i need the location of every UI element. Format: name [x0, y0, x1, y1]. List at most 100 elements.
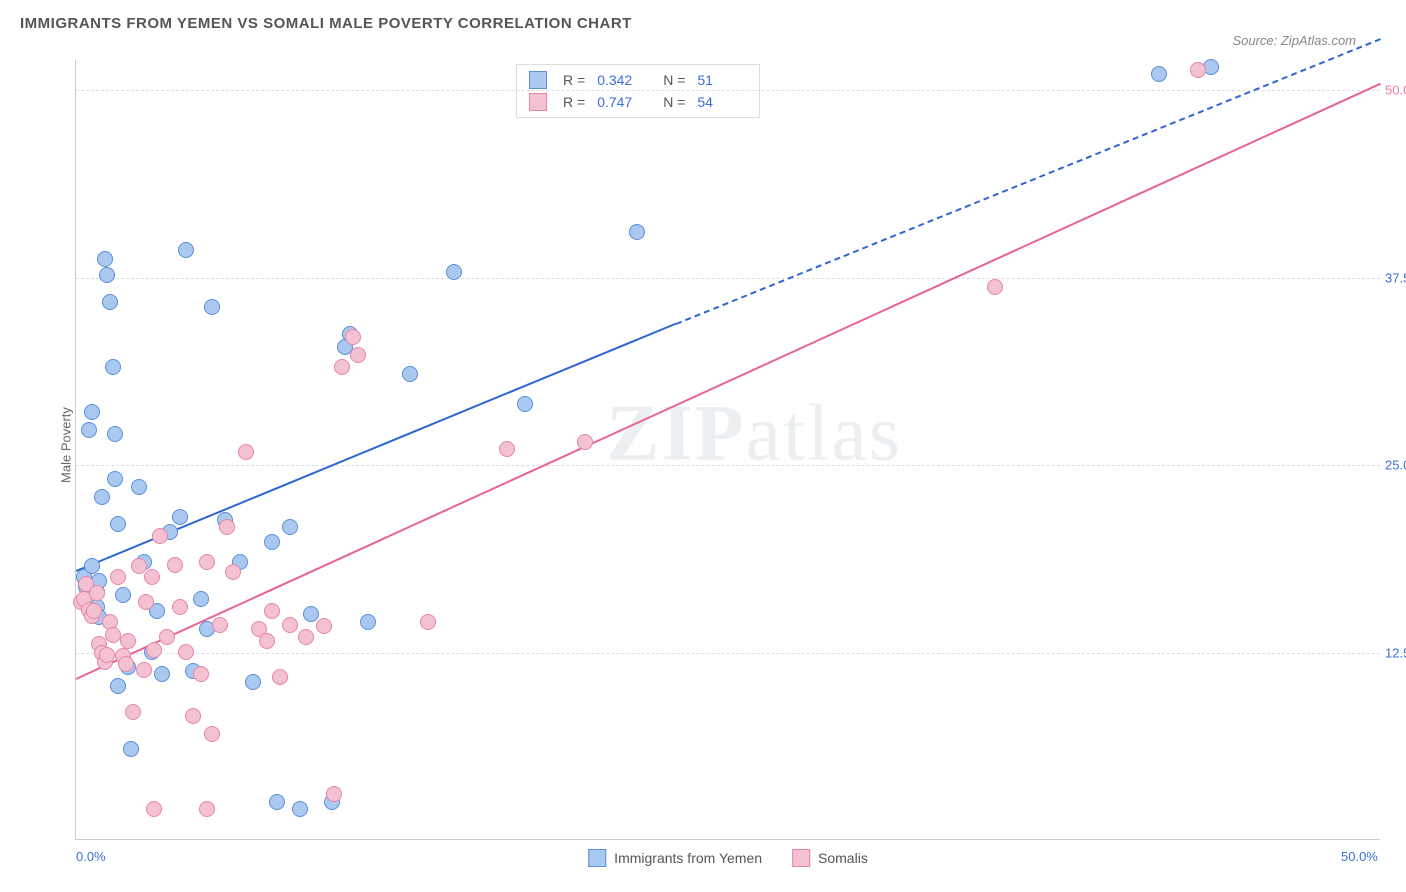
data-point [102, 294, 118, 310]
data-point [199, 554, 215, 570]
gridline [76, 465, 1380, 466]
data-point [159, 629, 175, 645]
data-point [99, 267, 115, 283]
source-label: Source: ZipAtlas.com [1232, 33, 1356, 48]
data-point [118, 656, 134, 672]
data-point [987, 279, 1003, 295]
data-point [125, 704, 141, 720]
data-point [193, 591, 209, 607]
correlation-legend: R = 0.342 N = 51 R = 0.747 N = 54 [516, 64, 760, 118]
data-point [107, 426, 123, 442]
data-point [350, 347, 366, 363]
legend-item-somali: Somalis [792, 849, 868, 867]
data-point [225, 564, 241, 580]
trend-line-extrapolated [676, 38, 1381, 325]
data-point [245, 674, 261, 690]
data-point [577, 434, 593, 450]
data-point [110, 678, 126, 694]
data-point [152, 528, 168, 544]
gridline [76, 278, 1380, 279]
legend-row-somali: R = 0.747 N = 54 [529, 91, 747, 113]
data-point [1151, 66, 1167, 82]
x-tick-label: 0.0% [76, 849, 106, 864]
gridline [76, 653, 1380, 654]
data-point [178, 644, 194, 660]
data-point [185, 708, 201, 724]
data-point [110, 516, 126, 532]
data-point [282, 617, 298, 633]
data-point [86, 603, 102, 619]
y-tick-label: 25.0% [1385, 458, 1406, 473]
r-label: R = [563, 94, 585, 110]
data-point [178, 242, 194, 258]
swatch-yemen [529, 71, 547, 89]
data-point [238, 444, 254, 460]
data-point [105, 627, 121, 643]
data-point [204, 726, 220, 742]
n-label: N = [663, 94, 685, 110]
data-point [120, 633, 136, 649]
data-point [110, 569, 126, 585]
data-point [303, 606, 319, 622]
data-point [219, 519, 235, 535]
data-point [172, 599, 188, 615]
data-point [499, 441, 515, 457]
data-point [629, 224, 645, 240]
data-point [123, 741, 139, 757]
series-name-yemen: Immigrants from Yemen [614, 850, 762, 866]
data-point [1190, 62, 1206, 78]
data-point [172, 509, 188, 525]
data-point [292, 801, 308, 817]
y-axis-label: Male Poverty [58, 407, 73, 483]
data-point [97, 251, 113, 267]
chart-container: IMMIGRANTS FROM YEMEN VS SOMALI MALE POV… [20, 15, 1386, 875]
data-point [259, 633, 275, 649]
data-point [264, 603, 280, 619]
data-point [199, 801, 215, 817]
data-point [115, 587, 131, 603]
data-point [146, 642, 162, 658]
chart-title: IMMIGRANTS FROM YEMEN VS SOMALI MALE POV… [20, 15, 1386, 32]
series-legend: Immigrants from Yemen Somalis [588, 849, 868, 867]
data-point [146, 801, 162, 817]
y-tick-label: 50.0% [1385, 83, 1406, 98]
data-point [84, 404, 100, 420]
data-point [84, 558, 100, 574]
n-label: N = [663, 72, 685, 88]
data-point [154, 666, 170, 682]
plot-area: ZIPatlas R = 0.342 N = 51 R = 0.747 N = … [75, 60, 1380, 840]
trend-line [76, 83, 1382, 680]
data-point [282, 519, 298, 535]
data-point [138, 594, 154, 610]
data-point [326, 786, 342, 802]
data-point [99, 647, 115, 663]
data-point [272, 669, 288, 685]
n-value-yemen: 51 [697, 72, 747, 88]
data-point [136, 662, 152, 678]
data-point [334, 359, 350, 375]
data-point [402, 366, 418, 382]
data-point [345, 329, 361, 345]
y-tick-label: 37.5% [1385, 270, 1406, 285]
data-point [360, 614, 376, 630]
data-point [94, 489, 110, 505]
data-point [204, 299, 220, 315]
data-point [269, 794, 285, 810]
data-point [420, 614, 436, 630]
swatch-somali [529, 93, 547, 111]
data-point [193, 666, 209, 682]
data-point [517, 396, 533, 412]
data-point [131, 479, 147, 495]
data-point [89, 585, 105, 601]
n-value-somali: 54 [697, 94, 747, 110]
legend-row-yemen: R = 0.342 N = 51 [529, 69, 747, 91]
data-point [264, 534, 280, 550]
gridline [76, 90, 1380, 91]
data-point [446, 264, 462, 280]
legend-item-yemen: Immigrants from Yemen [588, 849, 762, 867]
data-point [144, 569, 160, 585]
data-point [167, 557, 183, 573]
r-value-somali: 0.747 [597, 94, 647, 110]
y-tick-label: 12.5% [1385, 645, 1406, 660]
data-point [298, 629, 314, 645]
